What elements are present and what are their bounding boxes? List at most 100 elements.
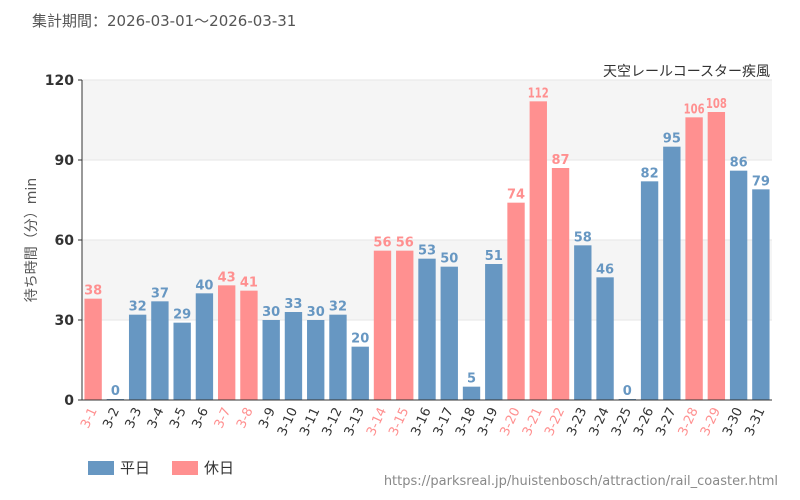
x-tick-label: 3-9 xyxy=(256,405,279,431)
bar-value-label: 40 xyxy=(195,278,213,293)
bar xyxy=(351,346,369,400)
bar xyxy=(329,314,347,400)
bar xyxy=(663,146,681,400)
bar-value-label: 79 xyxy=(752,174,770,189)
bar-chart: 38 0 32 37 29 40 43 41 30 33 30 32 20 56 56 53 50 5 51 74 11… xyxy=(24,64,772,438)
bar-value-label: 56 xyxy=(396,236,414,251)
x-tick-label: 3-17 xyxy=(431,405,457,438)
bar-value-label: 30 xyxy=(307,305,325,320)
bar-value-label: 51 xyxy=(485,249,503,264)
bar xyxy=(173,322,191,400)
x-tick-label: 3-6 xyxy=(189,405,212,431)
x-tick-label: 3-18 xyxy=(453,405,479,438)
bar-value-label: 112 xyxy=(528,86,549,101)
bar xyxy=(574,245,592,400)
bar xyxy=(262,320,280,400)
legend: 平日 休日 xyxy=(88,457,256,478)
bar xyxy=(217,285,236,400)
bar xyxy=(240,290,258,400)
bars xyxy=(84,101,770,400)
bar-value-label: 56 xyxy=(373,236,391,251)
bar-value-label: 86 xyxy=(730,156,748,171)
legend-label-weekday: 平日 xyxy=(120,459,151,477)
x-tick-label: 3-24 xyxy=(587,405,613,438)
bar-value-label: 30 xyxy=(262,305,280,320)
bar-value-label: 32 xyxy=(129,300,147,315)
bar-value-label: 41 xyxy=(240,276,258,291)
bar xyxy=(752,189,770,400)
bar xyxy=(685,117,703,400)
x-tick-label: 3-20 xyxy=(498,405,524,438)
bar xyxy=(707,112,726,400)
x-tick-label: 3-12 xyxy=(320,405,346,438)
bar-value-label: 74 xyxy=(507,188,525,203)
bar xyxy=(84,298,102,400)
x-tick-label: 3-3 xyxy=(123,405,146,431)
bar xyxy=(128,314,147,400)
bar xyxy=(596,277,614,400)
x-tick-label: 3-23 xyxy=(564,405,590,438)
x-tick-label: 3-7 xyxy=(212,405,235,431)
x-tick-label: 3-4 xyxy=(145,405,168,431)
bar-value-label: 33 xyxy=(284,297,302,312)
x-tick-label: 3-29 xyxy=(698,405,724,438)
bar-value-label: 38 xyxy=(84,284,102,299)
bar-value-label: 32 xyxy=(329,300,347,315)
x-tick-label: 3-1 xyxy=(78,405,101,431)
legend-swatch-holiday xyxy=(172,460,199,475)
y-axis-label: 待ち時間（分）min xyxy=(24,178,40,302)
y-tick-label: 30 xyxy=(55,313,75,329)
x-tick-label: 3-26 xyxy=(631,405,657,438)
y-tick-label: 120 xyxy=(45,73,74,89)
x-tick-label: 3-11 xyxy=(297,405,323,438)
y-tick-label: 90 xyxy=(55,153,75,169)
x-tick-label: 3-5 xyxy=(167,405,190,431)
bar-value-label: 106 xyxy=(684,102,705,117)
bar xyxy=(462,386,481,400)
x-tick-label: 3-31 xyxy=(742,405,768,438)
bar-value-label: 108 xyxy=(706,97,727,112)
x-tick-label: 3-22 xyxy=(542,405,568,438)
bar-value-label: 43 xyxy=(218,270,236,285)
bar xyxy=(551,168,570,400)
grid-band xyxy=(82,80,772,160)
x-tick-label: 3-14 xyxy=(364,405,390,438)
bar xyxy=(440,266,458,400)
bar xyxy=(729,170,748,400)
collection-period: 集計期間：2026-03-01～2026-03-31 xyxy=(32,12,297,30)
bar-value-label: 5 xyxy=(467,372,476,387)
legend-label-holiday: 休日 xyxy=(204,459,235,477)
y-tick-labels: 0 30 60 90 120 xyxy=(45,73,82,409)
bar xyxy=(151,301,169,400)
legend-item-weekday: 平日 xyxy=(88,457,150,478)
bar-value-label: 29 xyxy=(173,308,191,323)
bar xyxy=(640,181,659,400)
x-tick-label: 3-19 xyxy=(475,405,501,438)
bar-value-label: 53 xyxy=(418,244,436,259)
bar-value-label: 0 xyxy=(623,384,632,399)
bar-value-label: 0 xyxy=(111,384,120,399)
x-tick-label: 3-21 xyxy=(520,405,546,438)
bar-value-label: 95 xyxy=(663,132,681,147)
x-tick-labels: 3-1 3-2 3-3 3-4 3-5 3-6 3-7 3-8 3-93-103-113-123… xyxy=(78,405,768,438)
x-tick-label: 3-13 xyxy=(342,405,368,438)
x-tick-label: 3-27 xyxy=(653,405,679,438)
bar-value-labels: 38 0 32 37 29 40 43 41 30 33 30 32 20 56 56 53 50 5 51 74 11… xyxy=(84,86,770,399)
bar xyxy=(373,250,392,400)
x-tick-label: 3-30 xyxy=(720,405,746,438)
legend-swatch-weekday xyxy=(88,460,114,475)
bar xyxy=(507,202,525,400)
chart-title: 天空レールコースター疾風 xyxy=(603,64,770,80)
bar-value-label: 50 xyxy=(440,252,458,267)
bar xyxy=(396,250,414,400)
bar-value-label: 20 xyxy=(351,332,369,347)
x-tick-label: 3-2 xyxy=(100,405,123,431)
x-tick-label: 3-10 xyxy=(275,405,301,438)
bar xyxy=(485,264,503,400)
bar-value-label: 58 xyxy=(574,230,592,245)
legend-item-holiday: 休日 xyxy=(172,457,234,478)
bar-value-label: 46 xyxy=(596,262,614,277)
bar-value-label: 82 xyxy=(641,166,659,181)
bar-value-label: 87 xyxy=(552,153,570,168)
x-tick-label: 3-15 xyxy=(386,405,412,438)
